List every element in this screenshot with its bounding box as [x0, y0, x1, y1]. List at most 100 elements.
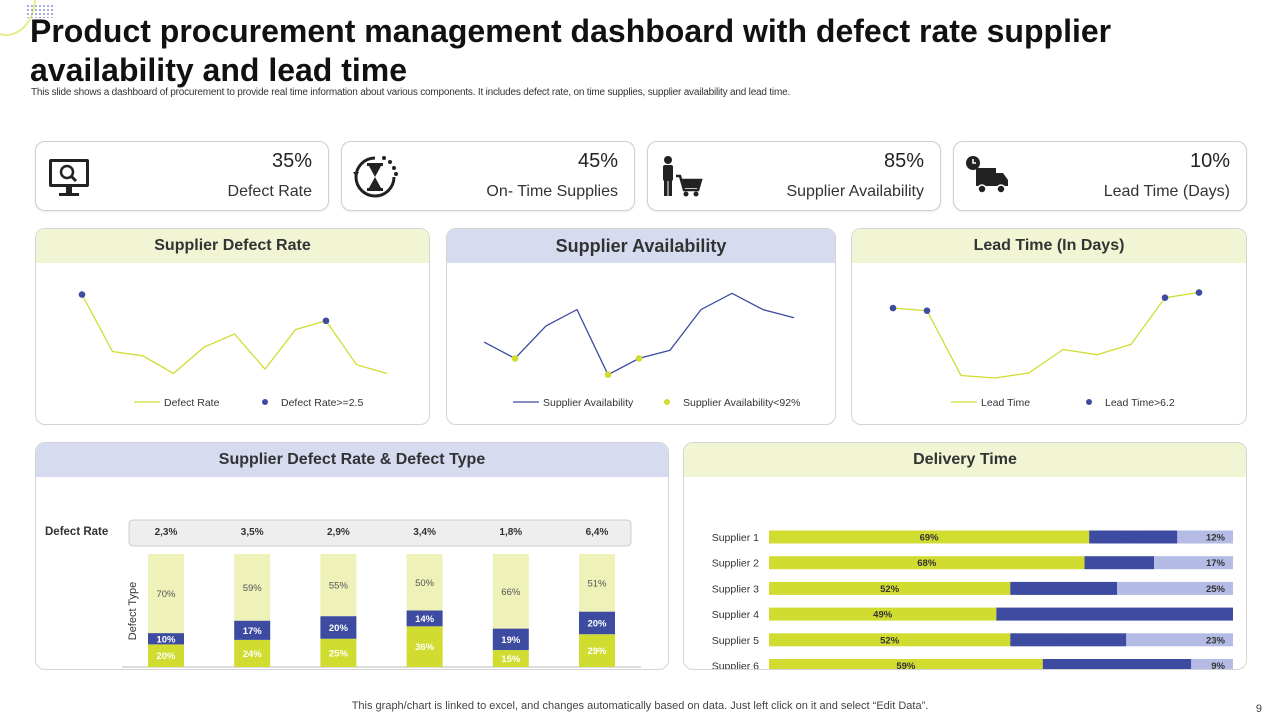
data-label: 23%	[1206, 635, 1226, 646]
panel-title: Supplier Defect Rate	[36, 229, 429, 263]
bar-segment-on-time	[996, 607, 1233, 621]
data-label: 66%	[501, 587, 521, 598]
kpi-card-lead-time[interactable]: 10% Lead Time (Days)	[953, 141, 1247, 211]
panel-title: Supplier Availability	[447, 229, 835, 263]
panel-title: Delivery Time	[684, 443, 1246, 477]
lead-time-chart[interactable]: Lead Time Lead Time>6.2	[852, 263, 1246, 423]
delivery-time-chart[interactable]: Supplier 1 69% 19% 12% Supplier 2 68% 15% 17% Su…	[684, 477, 1246, 669]
supplier-defect-rate-chart[interactable]: Defect Rate Defect Rate>=2.5	[36, 263, 429, 423]
data-label: 49%	[873, 610, 893, 621]
data-label: 25%	[329, 648, 349, 659]
kpi-value: 10%	[1189, 150, 1230, 172]
data-label: 59%	[243, 583, 263, 594]
series-line	[81, 294, 388, 375]
bar-segment-late	[1154, 556, 1233, 570]
highlight-point	[1195, 289, 1203, 296]
data-label: 55%	[329, 581, 349, 592]
bar-segment-no-impact	[320, 554, 357, 617]
legend-dot-swatch	[664, 399, 670, 405]
bar-segment-on-time	[1010, 633, 1127, 647]
category-label: Supplier 3	[712, 583, 759, 595]
series-line	[483, 292, 795, 376]
bar-segment-early	[769, 633, 1011, 647]
data-label: 10%	[156, 634, 176, 645]
bar-segment-rejected	[492, 650, 529, 667]
defect-rate-value: 1,8%	[499, 527, 522, 538]
panel-title: Supplier Defect Rate & Defect Type	[36, 443, 668, 477]
data-label: 19%	[1122, 532, 1144, 544]
data-label: 52%	[880, 635, 900, 646]
data-label: 15%	[1108, 557, 1130, 569]
data-label: 52%	[880, 584, 900, 595]
legend-label: Lead Time>6.2	[1105, 397, 1175, 409]
highlight-point	[889, 304, 897, 312]
bar-segment-no-impact	[148, 554, 184, 634]
data-label: 32%	[1106, 660, 1128, 669]
bar-segment-early	[769, 607, 997, 621]
data-label: 68%	[917, 558, 937, 569]
footer-note: This graph/chart is linked to excel, and…	[351, 700, 929, 712]
bar-segment-late	[1191, 659, 1233, 669]
supplier-availability-panel: Supplier Availability Supplier Availabil…	[446, 228, 836, 425]
data-label: 29%	[587, 646, 607, 657]
kpi-value: 45%	[577, 150, 618, 172]
bar-segment-impact	[492, 628, 529, 651]
bar-segment-impact	[320, 616, 357, 639]
legend-label: Defect Rate>=2.5	[281, 397, 363, 409]
data-label: 36%	[415, 642, 435, 653]
highlight-point	[78, 291, 86, 298]
highlight-point	[511, 355, 519, 362]
data-label: 51%	[1104, 609, 1126, 621]
kpi-value: 85%	[883, 150, 924, 172]
bar-segment-rejected	[320, 638, 357, 667]
defect-rate-value: 2,9%	[327, 527, 350, 538]
delivery-truck-icon	[966, 156, 1008, 194]
supplier-availability-chart[interactable]: Supplier Availability Supplier Availabili…	[447, 263, 835, 423]
kpi-label: On- Time Supplies	[486, 183, 618, 200]
highlight-point	[923, 307, 931, 314]
kpi-card-supplier-availability[interactable]: 85% Supplier Availability	[647, 141, 941, 211]
bar-segment-late	[1177, 530, 1233, 544]
data-label: 15%	[501, 654, 521, 665]
bar-segment-impact	[234, 620, 271, 640]
defect-rate-value: 6,4%	[586, 527, 609, 538]
data-label: 20%	[329, 623, 349, 634]
data-label: 59%	[896, 661, 916, 669]
highlight-point	[604, 371, 612, 379]
bar-segment-impact	[406, 610, 443, 627]
data-label: 17%	[243, 626, 263, 637]
data-label: 25%	[1057, 634, 1079, 646]
bar-segment-on-time	[1010, 581, 1117, 595]
monitor-search-icon	[49, 159, 89, 196]
kpi-card-on-time-supplies[interactable]: 45% On- Time Supplies	[341, 141, 635, 211]
kpi-label: Supplier Availability	[786, 183, 924, 200]
page-title: Product procurement management dashboard…	[30, 13, 1112, 88]
bar-segment-rejected	[148, 644, 184, 667]
series-line	[892, 291, 1200, 379]
defect-rate-value: 3,4%	[413, 527, 436, 538]
defect-type-chart[interactable]: Defect Rate Defect Type 2,3% 20% 10% 70% 3,5% 2…	[36, 477, 668, 669]
kpi-label: Defect Rate	[227, 183, 312, 200]
legend-dot-swatch	[1086, 399, 1092, 405]
data-label: 24%	[243, 649, 263, 660]
highlight-point	[635, 355, 643, 362]
bar-segment-impact	[148, 633, 184, 645]
category-label: Supplier 1	[712, 532, 759, 544]
bar-segment-no-impact	[579, 554, 615, 612]
bar-segment-on-time	[1084, 556, 1155, 570]
defect-rate-row-label: Defect Rate	[45, 526, 108, 538]
bar-segment-on-time	[1042, 659, 1192, 669]
kpi-card-defect-rate[interactable]: 35% Defect Rate	[35, 141, 329, 211]
data-label: 17%	[1206, 558, 1226, 569]
panel-title: Lead Time (In Days)	[852, 229, 1246, 263]
bar-segment-rejected	[579, 634, 615, 667]
data-label: 20%	[156, 651, 176, 662]
legend-label: Supplier Availability	[543, 397, 634, 409]
delivery-time-panel: Delivery Time Supplier 1 69% 19% 12% Supplie…	[683, 442, 1247, 670]
bar-segment-no-impact	[234, 554, 271, 621]
data-label: 14%	[415, 614, 435, 625]
lead-time-panel: Lead Time (In Days) Lead Time Lead Time>6…	[851, 228, 1247, 425]
data-label: 23%	[1053, 583, 1075, 595]
highlight-point	[322, 317, 330, 325]
hourglass-clock-icon	[353, 156, 398, 198]
